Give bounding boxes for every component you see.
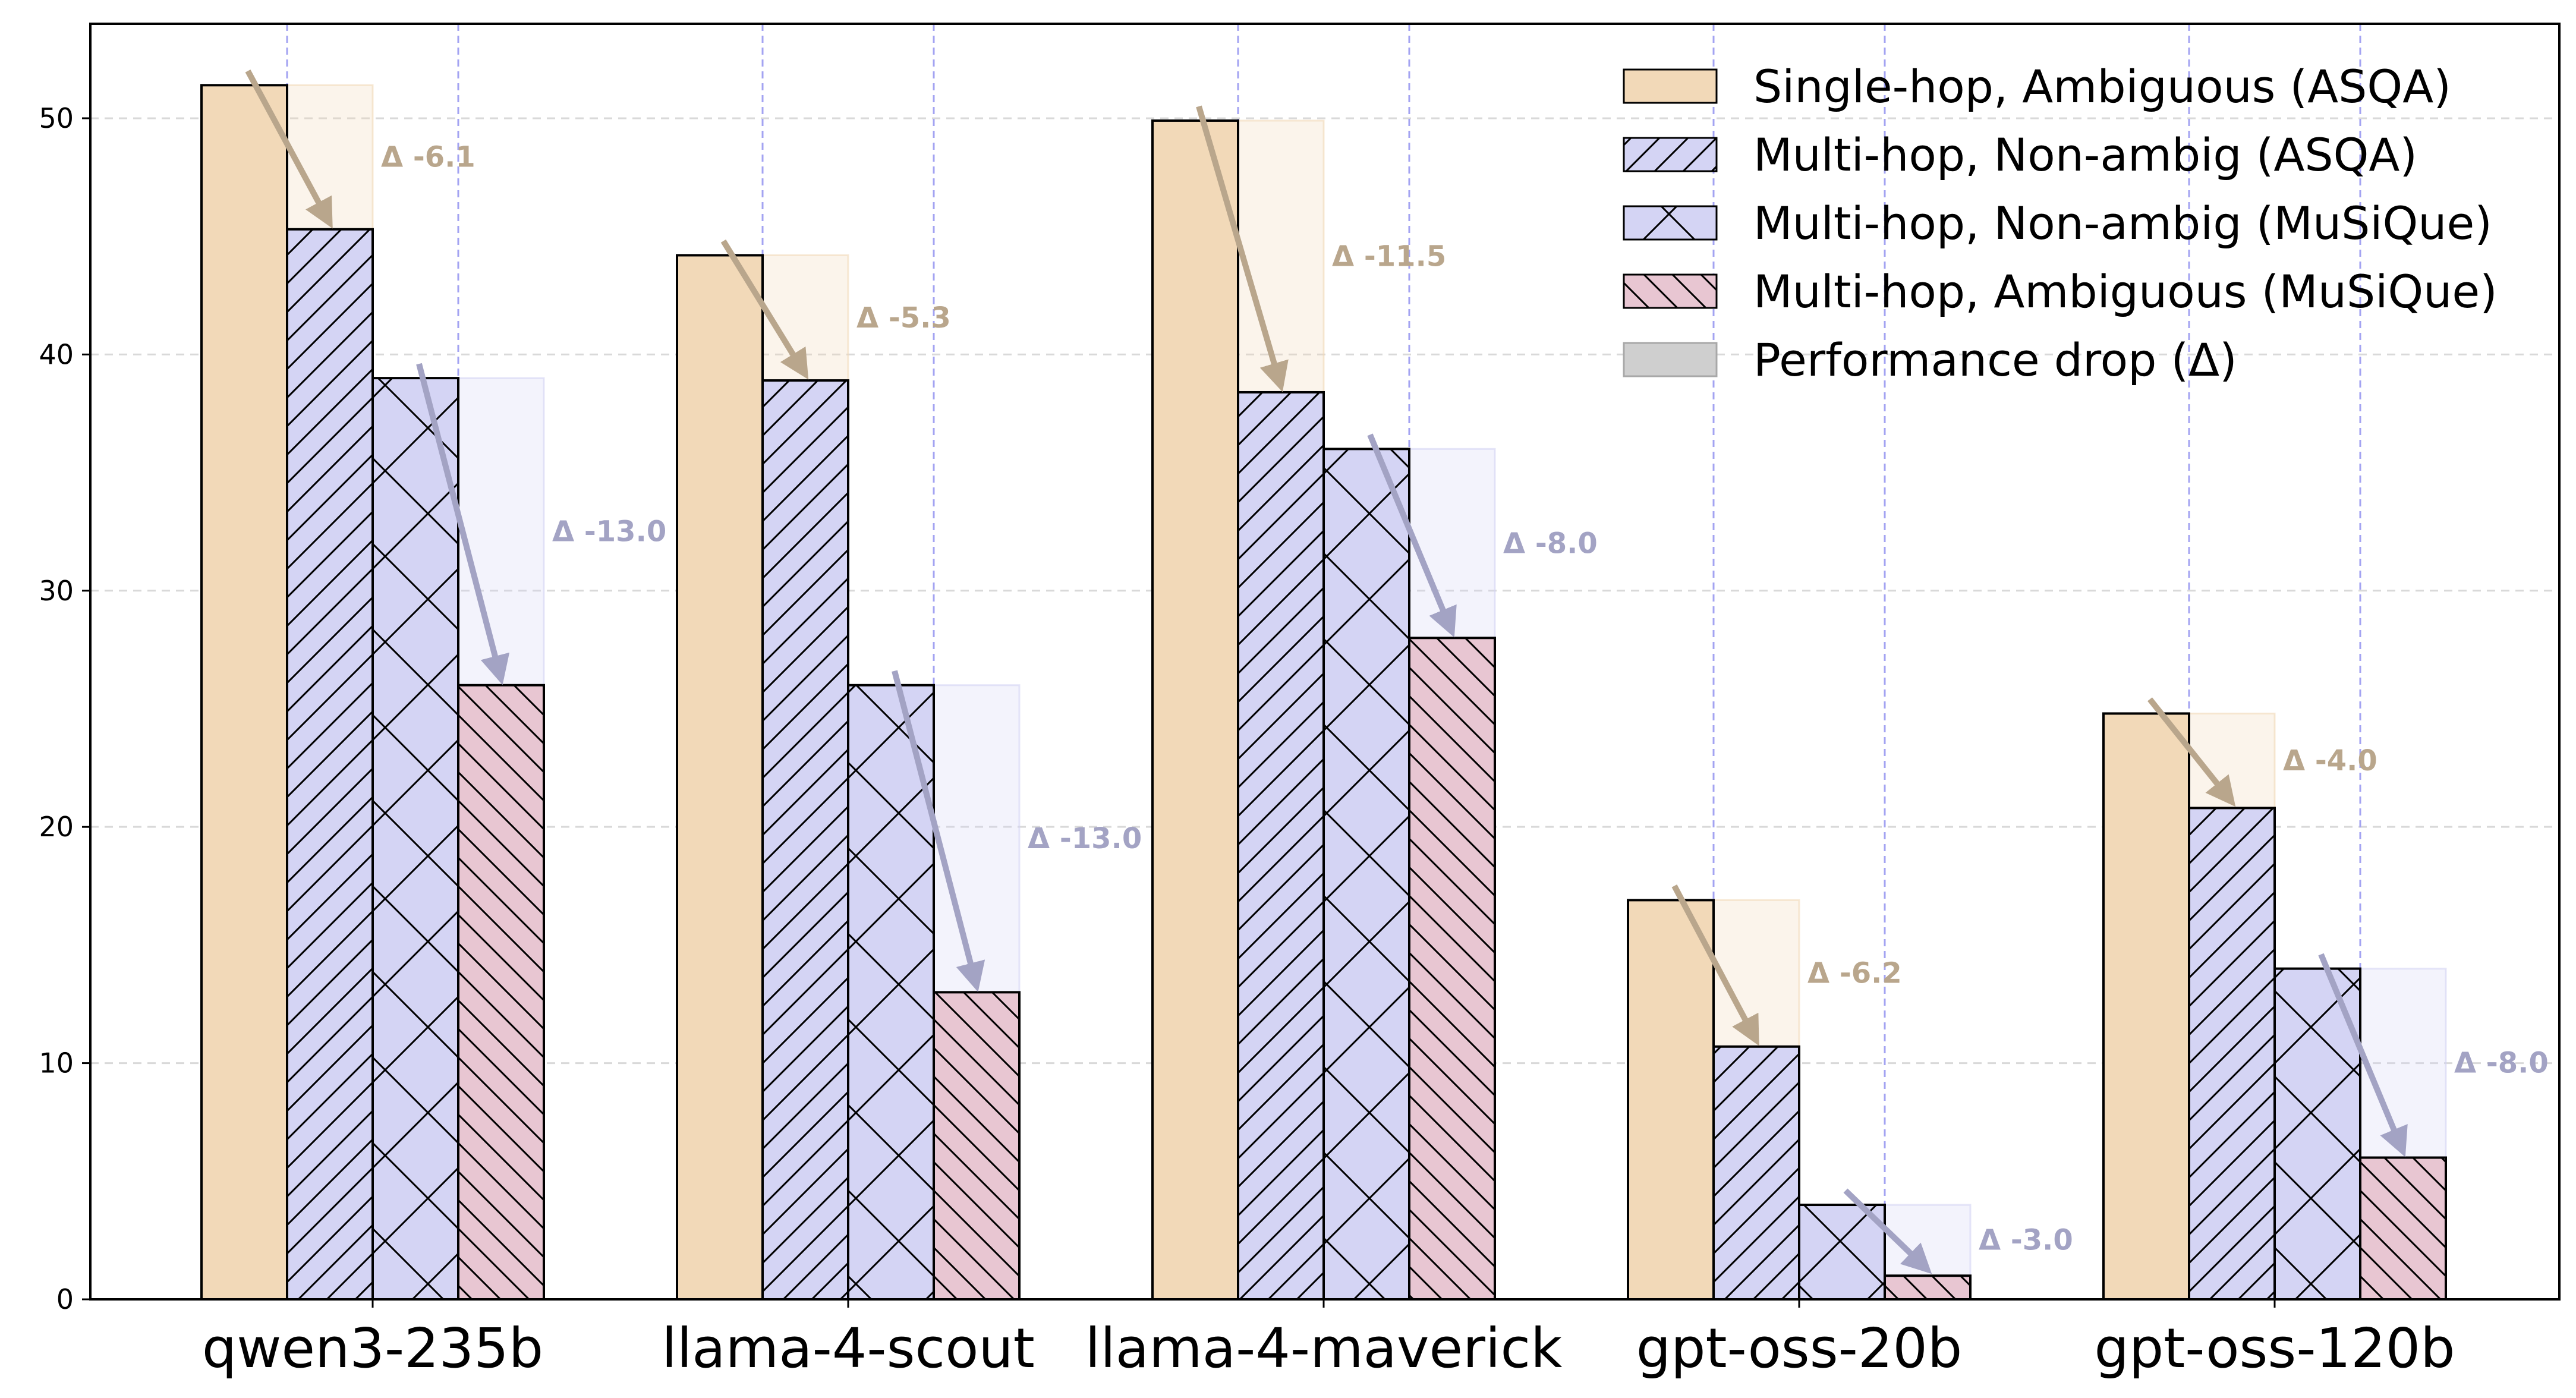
bar-hatch [1885,1276,1970,1299]
legend-swatch [1624,70,1717,103]
y-tick-label: 50 [39,102,74,134]
bar-hatch [2189,808,2275,1299]
drop-arrow [892,670,985,993]
delta-label: Δ -6.1 [381,141,475,174]
drop-region [286,84,374,231]
bar-0-2 [1152,120,1238,1300]
bar-0-1 [677,255,763,1300]
delta-label: Δ -8.0 [1503,527,1598,560]
bar-hatch [763,380,848,1299]
delta-label: Δ -11.5 [1332,240,1446,273]
bar-hatch [2360,1157,2446,1299]
arrow-layer [245,69,2408,1274]
bar-hatch [287,229,373,1300]
bar-0-0 [201,85,287,1299]
x-tick-label: gpt-oss-120b [2094,1317,2455,1380]
legend-label: Single-hop, Ambiguous (ASQA) [1753,60,2451,113]
bar-hatch [1238,392,1324,1299]
axis-layer: 0 10 20 30 40 50 qwen3-235b llama-4-scout llama-… [39,23,2561,1380]
legend-label: Multi-hop, Non-ambig (ASQA) [1753,128,2417,181]
x-tick-label: llama-4-maverick [1085,1317,1563,1380]
legend-label: Multi-hop, Non-ambig (MuSiQue) [1753,197,2492,250]
bar-hatch [1799,1205,1885,1299]
drop-arrow [1671,884,1759,1046]
bar-hatch [2275,968,2360,1299]
legend-label: Performance drop (Δ) [1753,333,2237,386]
delta-label: Δ -4.0 [2283,744,2377,777]
y-tick-label: 10 [39,1047,74,1079]
drop-region [761,254,849,382]
bar-hatch [1409,638,1495,1299]
plot-frame [89,23,2561,1301]
drop-region [933,684,1021,993]
legend-swatch-hatch [1624,275,1717,308]
y-tick-label: 40 [39,338,74,370]
legend-swatch-outline [1623,205,1718,241]
y-tick-label: 30 [39,575,74,607]
drop-region [2359,968,2447,1159]
delta-label: Δ -8.0 [2454,1047,2549,1080]
drop-arrow [1196,105,1289,392]
legend-swatch-outline [1623,137,1718,172]
bar-0-3 [1628,900,1714,1299]
x-tick-label: llama-4-scout [662,1317,1035,1380]
bar-0-4 [2103,713,2189,1299]
legend-label: Multi-hop, Ambiguous (MuSiQue) [1753,265,2498,318]
drop-arrow [245,69,333,229]
delta-label: Δ -5.3 [856,301,951,335]
legend-swatch-outline [1623,273,1718,309]
legend-swatch-hatch [1624,206,1717,240]
delta-label: Δ -6.2 [1807,957,1902,990]
bar-hatch [1324,449,1409,1300]
legend: Single-hop, Ambiguous (ASQA) Multi-hop, N… [1623,60,2498,386]
bar-hatch [373,378,458,1299]
drop-region [1237,119,1325,393]
legend-swatch-outline [1623,68,1718,104]
drop-region [1712,899,1800,1048]
drop-arrow [1367,433,1457,638]
bar-layer [200,84,2447,1301]
y-tick-label: 0 [56,1283,74,1315]
x-tick-label: qwen3-235b [202,1317,543,1380]
legend-swatch [1623,342,1718,377]
delta-label: Δ -13.0 [1028,822,1142,855]
drop-arrow [720,239,809,380]
bar-hatch [848,685,934,1299]
bar-hatch [1714,1046,1799,1299]
drop-region [457,377,545,687]
drop-arrow [2147,697,2236,807]
legend-swatch-hatch [1624,138,1717,171]
delta-label: Δ -3.0 [1979,1224,2073,1257]
bar-hatch [458,685,544,1299]
x-tick-label: gpt-oss-20b [1636,1317,1963,1380]
drop-region [1408,448,1496,639]
drop-arrow [2318,953,2408,1157]
drop-arrow [416,363,510,685]
y-tick-label: 20 [39,811,74,843]
bar-hatch [934,992,1019,1299]
delta-label: Δ -13.0 [552,515,666,548]
drop-arrow [1843,1188,1932,1274]
